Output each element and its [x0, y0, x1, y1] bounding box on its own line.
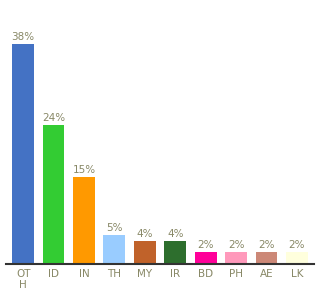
Text: 2%: 2%	[289, 240, 305, 250]
Bar	[134, 241, 156, 264]
Text: 2%: 2%	[228, 240, 244, 250]
Text: 15%: 15%	[72, 165, 96, 175]
Text: 4%: 4%	[167, 229, 183, 238]
Bar	[286, 252, 308, 264]
Bar	[225, 252, 247, 264]
Bar	[43, 125, 65, 264]
Bar	[103, 235, 125, 264]
Bar	[12, 44, 34, 264]
Text: 2%: 2%	[258, 240, 275, 250]
Bar	[195, 252, 217, 264]
Text: 4%: 4%	[137, 229, 153, 238]
Bar	[255, 252, 277, 264]
Text: 24%: 24%	[42, 113, 65, 123]
Text: 5%: 5%	[106, 223, 123, 233]
Text: 38%: 38%	[12, 32, 35, 42]
Text: 2%: 2%	[197, 240, 214, 250]
Bar	[164, 241, 186, 264]
Bar	[73, 177, 95, 264]
